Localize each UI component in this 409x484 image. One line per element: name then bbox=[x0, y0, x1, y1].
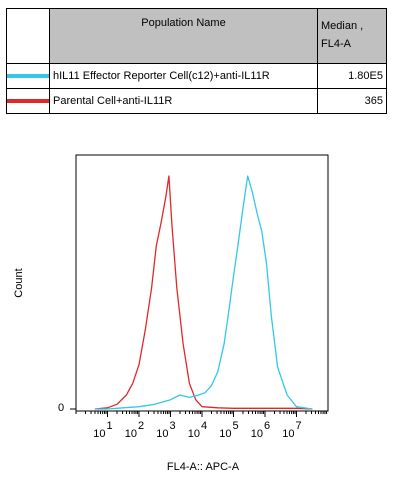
median-header-line2: FL4-A bbox=[321, 38, 351, 50]
x-tick-label-base: 10 bbox=[251, 428, 263, 440]
legend-swatch-cell bbox=[6, 88, 50, 114]
legend-name: Parental Cell+anti-IL11R bbox=[49, 88, 318, 114]
legend-swatch-red bbox=[7, 99, 49, 103]
x-tick-label-exponent: 3 bbox=[170, 420, 176, 432]
legend-table: Population Name Median , FL4-A hIL11 Effe… bbox=[6, 8, 387, 114]
x-tick-label-base: 10 bbox=[156, 428, 168, 440]
x-tick-label-base: 10 bbox=[125, 428, 137, 440]
x-tick-label-exponent: 2 bbox=[138, 420, 144, 432]
y-tick-label: 0 bbox=[58, 402, 64, 414]
x-tick-label-exponent: 7 bbox=[296, 420, 302, 432]
x-tick-label-exponent: 4 bbox=[201, 420, 207, 432]
legend-swatch-blue bbox=[7, 74, 49, 78]
x-tick-label-exponent: 5 bbox=[233, 420, 239, 432]
x-tick-label-base: 10 bbox=[282, 428, 294, 440]
legend-header-blank bbox=[6, 8, 50, 64]
legend-median: 365 bbox=[317, 88, 387, 114]
x-tick-label-base: 10 bbox=[219, 428, 231, 440]
series-line-reporter-blue bbox=[94, 175, 313, 410]
x-axis-label: FL4-A:: APC-A bbox=[167, 461, 240, 473]
legend-median: 1.80E5 bbox=[317, 63, 387, 89]
histogram-curves bbox=[94, 175, 313, 410]
x-tick-label-base: 10 bbox=[188, 428, 200, 440]
x-tick-label-exponent: 6 bbox=[264, 420, 270, 432]
x-tick-label-exponent: 1 bbox=[107, 420, 113, 432]
x-axis-ticks bbox=[75, 411, 328, 417]
x-tick-label-base: 10 bbox=[93, 428, 105, 440]
legend-header-median: Median , FL4-A bbox=[317, 8, 387, 64]
series-line-parental-red bbox=[94, 175, 313, 410]
y-axis-label: Count bbox=[13, 268, 25, 297]
legend-row: Parental Cell+anti-IL11R 365 bbox=[6, 88, 387, 114]
legend-header-population: Population Name bbox=[49, 8, 318, 64]
plot-frame bbox=[75, 154, 329, 412]
median-header-line1: Median , bbox=[321, 20, 364, 32]
legend-row: hIL11 Effector Reporter Cell(c12)+anti-I… bbox=[6, 63, 387, 89]
